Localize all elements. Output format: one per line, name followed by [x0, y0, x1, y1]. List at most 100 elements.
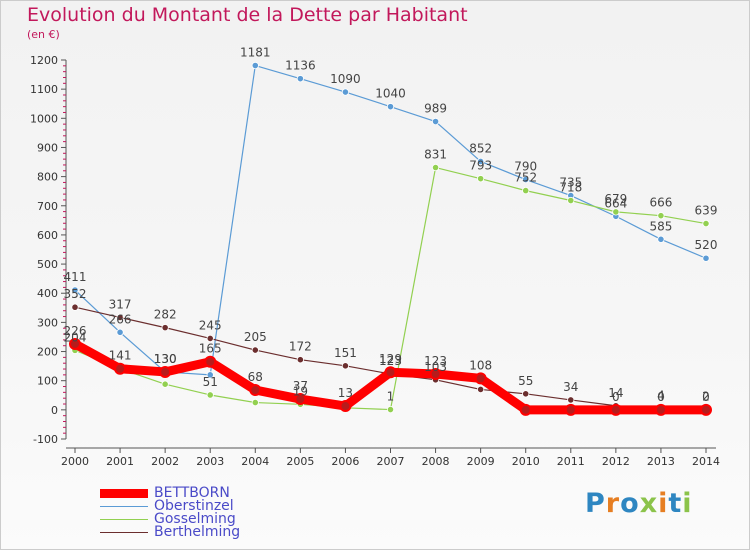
- data-label: 1090: [330, 72, 361, 86]
- data-point: [522, 187, 530, 195]
- data-point: [114, 362, 127, 375]
- data-label: 130: [154, 352, 177, 366]
- data-label: 1: [387, 390, 395, 404]
- data-point: [116, 313, 124, 322]
- data-label: 411: [64, 270, 87, 284]
- data-point: [474, 372, 487, 385]
- data-point: [429, 367, 442, 380]
- data-label: 852: [469, 141, 492, 155]
- data-label: 37: [293, 379, 308, 393]
- chart-legend: BETTBORN Oberstinzel Gosselming Berthelming: [100, 485, 241, 540]
- data-point: [386, 405, 395, 414]
- data-point: [69, 337, 81, 350]
- logo-letter: x: [639, 488, 659, 519]
- data-point: [339, 400, 352, 413]
- data-label: 205: [244, 330, 267, 344]
- x-tick-label: 2003: [196, 455, 224, 468]
- y-tick-label: 400: [37, 287, 58, 300]
- data-point: [702, 219, 710, 228]
- data-point: [161, 324, 169, 332]
- x-tick-label: 2014: [692, 455, 720, 468]
- data-point: [567, 396, 575, 404]
- data-label: 639: [695, 204, 718, 218]
- data-label: 679: [604, 192, 627, 206]
- legend-label: Berthelming: [154, 524, 241, 540]
- data-label: 666: [649, 196, 672, 210]
- x-tick-label: 2011: [557, 455, 585, 468]
- data-label: 989: [424, 102, 447, 116]
- data-label: 151: [334, 346, 357, 360]
- data-label: 123: [424, 354, 447, 368]
- data-point: [296, 356, 304, 364]
- data-point: [341, 88, 350, 96]
- data-label: 520: [695, 238, 718, 252]
- logo-letter: i: [658, 488, 669, 519]
- data-point: [522, 390, 530, 398]
- chart-title: Evolution du Montant de la Dette par Hab…: [27, 4, 468, 26]
- data-point: [206, 371, 214, 379]
- legend-item: Gosselming: [100, 511, 240, 527]
- data-point: [294, 393, 307, 406]
- data-label: 68: [248, 370, 263, 384]
- y-tick-label: 100: [37, 375, 58, 388]
- x-tick-label: 2007: [377, 455, 405, 468]
- data-point: [296, 75, 304, 83]
- data-point: [431, 117, 440, 126]
- data-point: [384, 366, 397, 379]
- y-tick-label: 700: [37, 200, 58, 213]
- data-label: 108: [469, 358, 492, 372]
- legend-swatch: [100, 531, 148, 534]
- logo-letter: t: [668, 488, 683, 519]
- data-point: [702, 254, 710, 262]
- data-label: 165: [199, 342, 222, 356]
- legend-item: Berthelming: [100, 524, 241, 540]
- data-point: [564, 403, 577, 416]
- legend-label: BETTBORN: [154, 485, 230, 501]
- data-label: 245: [199, 318, 222, 332]
- chart-unit-label: (en €): [27, 28, 60, 41]
- legend-label: Oberstinzel: [154, 498, 234, 514]
- data-point: [519, 403, 532, 416]
- data-label: 0: [612, 390, 620, 404]
- data-label: 130: [154, 352, 177, 366]
- data-label: 831: [424, 148, 447, 162]
- x-tick-label: 2010: [512, 455, 540, 468]
- data-label: 172: [289, 340, 312, 354]
- data-point: [612, 208, 620, 216]
- logo-letter: P: [585, 488, 606, 519]
- legend-label: Gosselming: [154, 511, 236, 527]
- x-tick-label: 2013: [647, 455, 675, 468]
- x-tick-label: 2012: [602, 455, 630, 468]
- y-tick-label: 1200: [30, 54, 58, 67]
- data-point: [341, 362, 350, 370]
- data-label: 0: [702, 390, 710, 404]
- data-label: 266: [109, 312, 132, 326]
- data-label: 0: [657, 390, 665, 404]
- data-label: 790: [514, 160, 537, 174]
- data-label: 51: [203, 375, 218, 389]
- data-label: 55: [518, 374, 533, 388]
- data-point: [522, 175, 530, 184]
- data-point: [477, 175, 485, 183]
- data-point: [654, 403, 667, 416]
- data-label: 13: [338, 386, 353, 400]
- y-tick-label: 300: [37, 316, 58, 329]
- data-label: 141: [109, 349, 132, 363]
- legend-swatch: [100, 489, 148, 498]
- logo-letter: r: [605, 488, 621, 519]
- x-tick-label: 2008: [422, 455, 450, 468]
- data-label: 2: [702, 389, 710, 403]
- data-label: 317: [109, 297, 132, 311]
- y-tick-label: 800: [37, 171, 58, 184]
- data-label: 1181: [240, 46, 271, 60]
- data-point: [251, 346, 259, 354]
- data-point: [431, 163, 440, 172]
- data-point: [567, 196, 575, 205]
- y-tick-label: 1000: [30, 112, 58, 125]
- data-point: [251, 61, 259, 70]
- logo-letter: i: [682, 488, 693, 519]
- y-tick-label: 1100: [30, 83, 58, 96]
- data-label: 718: [559, 181, 582, 195]
- x-tick-label: 2002: [151, 455, 179, 468]
